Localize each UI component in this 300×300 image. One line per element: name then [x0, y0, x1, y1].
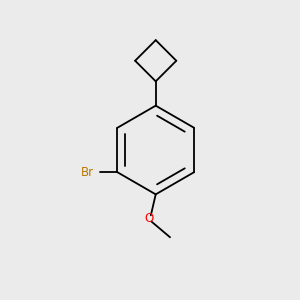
Text: O: O: [144, 212, 153, 225]
Text: Br: Br: [81, 166, 94, 179]
